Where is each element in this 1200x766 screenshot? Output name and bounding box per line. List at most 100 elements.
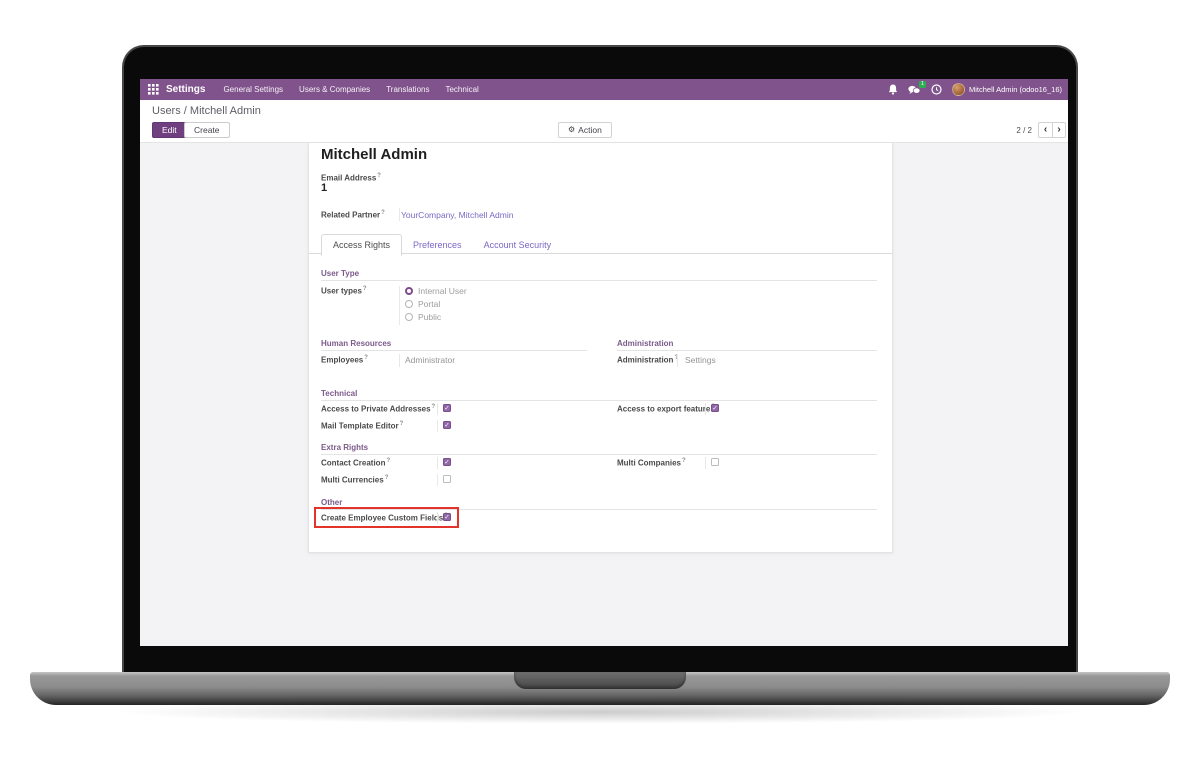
help-icon: ? [431,404,436,410]
help-icon: ? [386,458,391,464]
field-separator [399,354,400,367]
top-navbar: Settings General Settings Users & Compan… [140,79,1068,100]
help-icon: ? [399,421,404,427]
create-employee-custom-fields-label: Create Employee Custom Fields? [321,513,448,523]
field-separator [437,512,438,524]
help-icon: ? [674,355,678,361]
field-separator [677,354,678,367]
menu-technical[interactable]: Technical [445,85,479,94]
laptop-lid-notch [514,672,686,689]
edit-button[interactable]: Edit [152,122,187,138]
pager-previous-button[interactable]: ‹ [1038,122,1052,138]
notifications-button[interactable] [888,84,898,95]
form-sheet: Mitchell Admin Email Address? 1 Related … [308,143,893,553]
user-menu[interactable]: Mitchell Admin (odoo16_16) [952,83,1062,96]
chevron-left-icon: ‹ [1043,124,1048,135]
export-feature-checkbox[interactable]: ✓ [711,404,719,412]
field-separator [437,403,438,415]
control-panel: Users / Mitchell Admin Edit Create ⚙ Act… [140,100,1068,143]
multi-currencies-checkbox[interactable] [443,475,451,483]
administration-value[interactable]: Settings [685,355,716,365]
section-divider [321,509,877,510]
clock-icon [931,84,942,95]
field-separator [437,457,438,469]
app-name[interactable]: Settings [166,84,206,95]
menu-translations[interactable]: Translations [386,85,430,94]
administration-label: Administration? [617,355,678,365]
field-separator [705,403,706,415]
section-divider [321,400,877,401]
pager-next-button[interactable]: › [1052,122,1066,138]
help-icon: ? [364,355,368,361]
contact-creation-checkbox[interactable]: ✓ [443,458,451,466]
menu-users-companies[interactable]: Users & Companies [299,85,371,94]
mail-template-editor-label: Mail Template Editor? [321,421,404,431]
chat-icon [908,85,921,94]
radio-portal[interactable]: Portal [405,299,440,309]
unread-count-badge: 1 [919,80,927,88]
screen: Settings General Settings Users & Compan… [140,79,1068,646]
help-icon: ? [362,286,367,292]
gear-icon: ⚙ [568,125,576,134]
apps-menu-button[interactable] [140,79,166,100]
field-separator [399,286,400,325]
export-feature-label: Access to export feature? [617,404,715,414]
pager-value: 2 / 2 [1016,126,1032,135]
help-icon: ? [381,210,385,216]
section-divider [321,454,877,455]
email-address-value[interactable]: 1 [321,182,328,194]
email-address-label: Email Address? [321,173,381,183]
related-partner-label: Related Partner? [321,210,385,220]
section-other: Other [321,498,343,507]
activities-button[interactable] [931,84,942,95]
systray: 1 Mitchell Admin (odoo16_16) [888,79,1062,100]
multi-companies-label: Multi Companies? [617,458,686,468]
user-name: Mitchell Admin (odoo16_16) [969,85,1062,94]
radio-internal-user[interactable]: Internal User [405,286,467,296]
tab-access-rights[interactable]: Access Rights [321,234,403,256]
radio-public[interactable]: Public [405,312,441,322]
employees-value[interactable]: Administrator [405,355,456,365]
grid-icon [147,84,159,95]
messages-button[interactable]: 1 [908,80,927,95]
section-divider [321,350,587,351]
multi-companies-checkbox[interactable] [711,458,719,466]
notebook-tabs: Access Rights Preferences Account Securi… [321,233,562,256]
action-label: Action [578,125,602,135]
menu-general-settings[interactable]: General Settings [223,85,284,94]
section-administration: Administration [617,339,674,348]
tab-account-security[interactable]: Account Security [483,240,552,250]
radio-unselected-icon [405,313,413,321]
breadcrumb-current: Mitchell Admin [189,105,261,117]
field-separator [437,420,438,432]
bell-icon [888,84,898,95]
section-technical: Technical [321,389,358,398]
field-separator [399,208,400,221]
related-partner-link[interactable]: YourCompany, Mitchell Admin [401,210,514,220]
user-avatar [952,83,966,96]
radio-selected-icon [405,287,413,295]
employees-label: Employees? [321,355,368,365]
create-employee-custom-fields-checkbox[interactable]: ✓ [443,513,451,521]
record-title: Mitchell Admin [321,146,428,163]
field-separator [705,457,706,469]
section-divider [617,350,877,351]
help-icon: ? [384,475,389,481]
form-view-body: Mitchell Admin Email Address? 1 Related … [140,143,1068,646]
help-icon: ? [682,458,686,464]
action-button[interactable]: ⚙ Action [558,122,612,138]
tab-preferences[interactable]: Preferences [413,240,462,250]
private-addresses-checkbox[interactable]: ✓ [443,404,451,412]
breadcrumb-users-link[interactable]: Users [152,105,181,117]
mail-template-editor-checkbox[interactable]: ✓ [443,421,451,429]
create-button[interactable]: Create [184,122,230,138]
field-separator [437,474,438,486]
section-human-resources: Human Resources [321,339,392,348]
private-addresses-label: Access to Private Addresses? [321,404,436,414]
laptop-base [30,672,1170,705]
section-divider [321,280,877,281]
section-extra-rights: Extra Rights [321,443,369,452]
laptop-shadow [110,700,1090,724]
tabs-underline [309,253,892,254]
pager: ‹ › [1038,122,1066,138]
